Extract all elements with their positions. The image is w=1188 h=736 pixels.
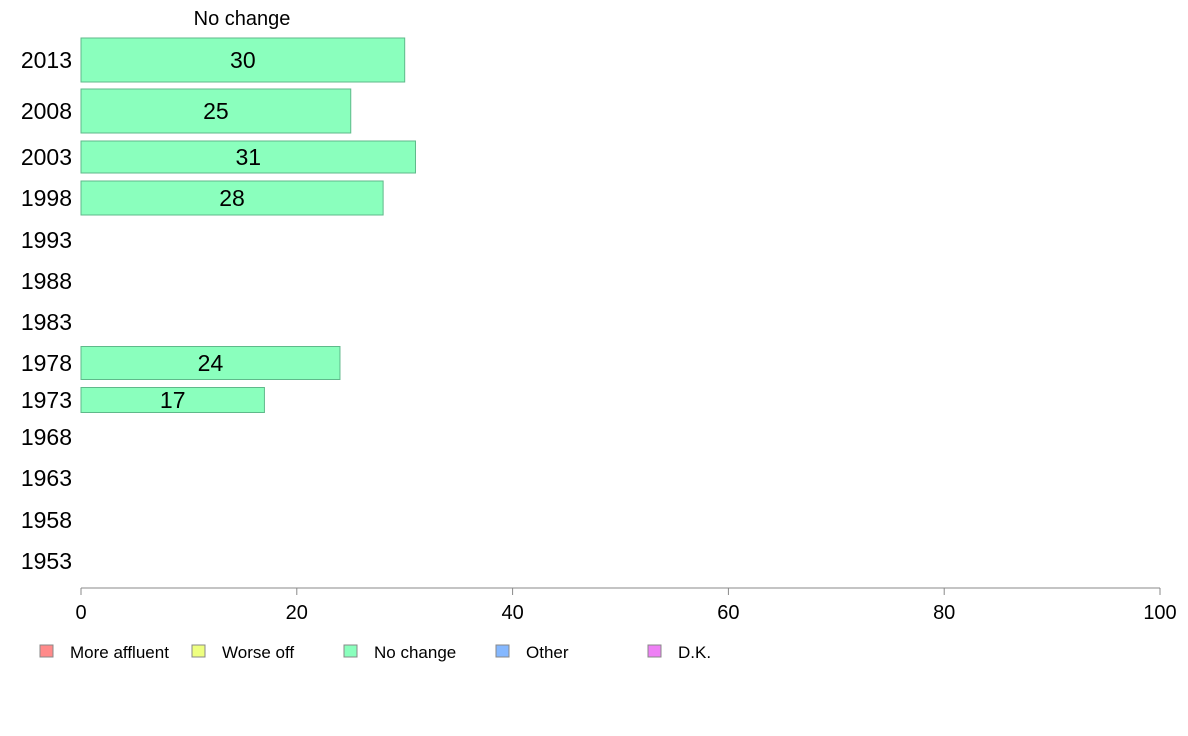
bar-value-label: 30 [230, 47, 256, 73]
legend-label: Worse off [222, 643, 294, 662]
y-tick-label: 1958 [21, 507, 72, 533]
bar [80, 180, 384, 216]
legend-label: More affluent [70, 643, 169, 662]
bar-value-label: 17 [160, 387, 186, 413]
legend-label: No change [374, 643, 456, 662]
legend-swatch [39, 644, 54, 658]
y-tick-label: 1963 [21, 465, 72, 491]
y-tick-label: 1953 [21, 548, 72, 574]
y-tick-label: 1988 [21, 268, 72, 294]
x-tick-label: 100 [1143, 602, 1176, 624]
bar [80, 387, 265, 413]
legend-swatch [343, 644, 358, 658]
chart-title: No change [194, 8, 291, 30]
bar-value-label: 25 [203, 98, 229, 124]
y-tick-label: 1998 [21, 185, 72, 211]
bar-value-label: 31 [235, 144, 261, 170]
y-axis-labels: 2013 2008 2003 1998 1993 1988 1983 1978 1973 1968… [21, 47, 72, 574]
y-tick-label: 1973 [21, 387, 72, 413]
y-tick-label: 2003 [21, 144, 72, 170]
x-tick-label: 0 [75, 602, 86, 624]
bar-value-label: 28 [219, 185, 245, 211]
bar-value-label: 24 [198, 350, 224, 376]
bar [80, 88, 352, 134]
legend-swatch [495, 644, 510, 658]
legend-label: D.K. [678, 643, 711, 662]
bar [80, 140, 416, 174]
x-tick-label: 20 [286, 602, 308, 624]
legend: More affluent Worse off No change Other D.K. [39, 643, 711, 662]
x-axis: 0 20 40 60 80 100 [75, 587, 1177, 624]
legend-swatch [647, 644, 662, 658]
y-tick-label: 2013 [21, 47, 72, 73]
legend-swatch [191, 644, 206, 658]
x-tick-label: 80 [933, 602, 955, 624]
y-tick-label: 1978 [21, 350, 72, 376]
bar [80, 346, 341, 380]
y-tick-label: 1968 [21, 424, 72, 450]
x-tick-label: 40 [501, 602, 523, 624]
bar [80, 37, 406, 83]
y-tick-label: 1983 [21, 309, 72, 335]
y-tick-label: 1993 [21, 227, 72, 253]
x-tick-label: 60 [717, 602, 739, 624]
y-tick-label: 2008 [21, 98, 72, 124]
legend-label: Other [526, 643, 569, 662]
